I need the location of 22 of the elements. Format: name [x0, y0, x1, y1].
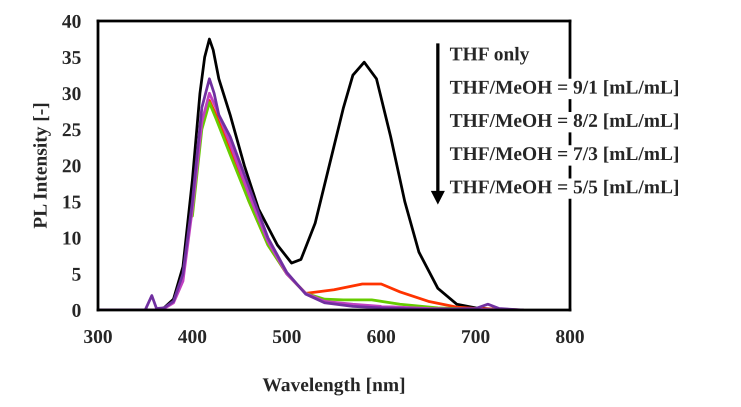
annotation: THF/MeOH = 7/3 [mL/mL] [450, 146, 678, 163]
y-tick-label: 15 [63, 196, 81, 209]
y-tick-label: 35 [62, 50, 81, 64]
x-tick-label: 800 [556, 330, 584, 344]
annotation: THF/MeOH = 9/1 [mL/mL] [450, 80, 678, 96]
y-axis-title: PL Intensity [-] [33, 104, 51, 228]
x-tick-label: 600 [367, 330, 396, 344]
y-tick-label: 40 [62, 14, 81, 28]
x-tick-label: 500 [272, 330, 301, 344]
y-tick-label: 0 [72, 304, 81, 317]
annotation: THF/MeOH = 8/2 [mL/mL] [450, 113, 678, 130]
x-tick-label: 700 [462, 330, 490, 344]
y-tick-label: 30 [62, 87, 81, 100]
x-tick-label: 300 [84, 330, 112, 344]
y-tick-label: 5 [72, 268, 81, 281]
y-tick-label: 25 [62, 123, 81, 136]
x-axis-title: Wavelength [nm] [262, 378, 404, 396]
annotation: THF only [450, 46, 530, 65]
y-tick-label: 10 [63, 232, 81, 245]
annotation: THF/MeOH = 5/5 [mL/mL] [450, 180, 678, 196]
x-tick-label: 400 [178, 330, 206, 344]
y-tick-label: 20 [62, 159, 81, 172]
